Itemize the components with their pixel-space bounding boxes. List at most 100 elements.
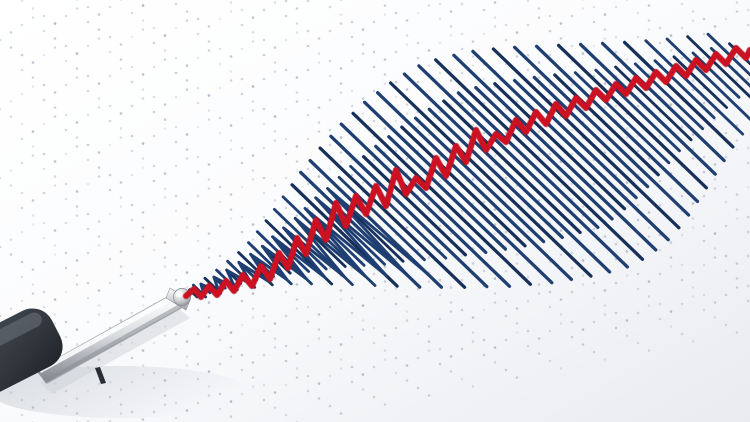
grid-dot	[76, 205, 79, 208]
grid-dot	[164, 34, 167, 37]
grid-dot	[538, 85, 541, 88]
grid-dot	[560, 298, 563, 301]
grid-dot	[175, 72, 178, 75]
grid-dot	[505, 231, 508, 234]
grid-dot	[373, 90, 376, 93]
grid-dot	[714, 301, 717, 304]
grid-dot	[582, 343, 585, 346]
grid-dot	[373, 120, 376, 123]
grid-dot	[120, 181, 123, 184]
grid-dot	[296, 31, 299, 34]
grid-dot	[54, 175, 57, 178]
grid-dot	[318, 175, 321, 178]
grid-dot	[285, 360, 288, 363]
grid-dot	[43, 261, 46, 264]
grid-dot	[98, 235, 101, 238]
grid-dot	[76, 214, 79, 217]
grid-dot	[54, 313, 57, 316]
grid-dot	[648, 349, 651, 352]
grid-dot	[747, 186, 750, 189]
grid-dot	[384, 403, 387, 406]
grid-dot	[340, 91, 343, 94]
grid-dot	[439, 348, 442, 351]
grid-dot	[274, 391, 277, 394]
grid-dot	[494, 16, 497, 19]
grid-dot	[461, 48, 464, 51]
grid-dot	[340, 82, 343, 85]
grid-dot	[472, 331, 475, 334]
grid-dot	[263, 39, 266, 42]
grid-dot	[703, 156, 706, 159]
grid-dot	[395, 96, 398, 99]
grid-dot	[329, 6, 332, 9]
grid-dot	[252, 307, 255, 310]
grid-dot	[527, 276, 530, 279]
grid-dot	[109, 312, 112, 315]
grid-dot	[747, 285, 750, 288]
grid-dot	[494, 277, 497, 280]
grid-dot	[186, 286, 189, 289]
grid-dot	[241, 93, 244, 96]
grid-dot	[65, 60, 68, 63]
grid-dot	[428, 4, 431, 7]
grid-dot	[153, 111, 156, 114]
grid-dot	[461, 33, 464, 36]
grid-dot	[21, 123, 24, 126]
grid-dot	[406, 103, 409, 106]
grid-dot	[10, 31, 13, 34]
grid-dot	[560, 367, 563, 370]
grid-dot	[219, 63, 222, 66]
grid-dot	[54, 91, 57, 94]
grid-dot	[461, 3, 464, 6]
grid-dot	[109, 144, 112, 147]
grid-dot	[87, 21, 90, 24]
grid-dot	[131, 105, 134, 108]
grid-dot	[54, 322, 57, 325]
grid-dot	[516, 307, 519, 310]
grid-dot	[681, 303, 684, 306]
grid-dot	[461, 348, 464, 351]
grid-dot	[384, 280, 387, 283]
grid-dot	[516, 253, 519, 256]
grid-dot	[175, 234, 178, 237]
grid-dot	[626, 274, 629, 277]
grid-dot	[362, 319, 365, 322]
grid-dot	[219, 225, 222, 228]
grid-dot	[98, 289, 101, 292]
grid-dot	[604, 151, 607, 154]
grid-dot	[142, 28, 145, 31]
grid-dot	[395, 288, 398, 291]
grid-dot	[208, 94, 211, 97]
grid-dot	[560, 22, 563, 25]
grid-dot	[142, 418, 145, 421]
grid-dot	[593, 21, 596, 24]
grid-dot	[208, 187, 211, 190]
grid-dot	[483, 78, 486, 81]
grid-dot	[54, 106, 57, 109]
grid-dot	[681, 126, 684, 129]
grid-dot	[109, 282, 112, 285]
grid-dot	[142, 142, 145, 145]
grid-dot	[197, 33, 200, 36]
grid-dot	[197, 309, 200, 312]
grid-dot	[10, 184, 13, 187]
grid-dot	[296, 298, 299, 301]
grid-dot	[527, 300, 530, 303]
grid-dot	[109, 120, 112, 123]
grid-dot	[692, 19, 695, 22]
grid-dot	[538, 16, 541, 19]
grid-dot	[692, 217, 695, 220]
grid-dot	[285, 345, 288, 348]
grid-dot	[472, 385, 475, 388]
grid-dot	[307, 183, 310, 186]
grid-dot	[307, 138, 310, 141]
grid-dot	[32, 268, 35, 271]
grid-dot	[142, 4, 145, 7]
grid-dot	[76, 67, 79, 70]
grid-dot	[725, 156, 728, 159]
grid-dot	[505, 270, 508, 273]
grid-dot	[252, 178, 255, 181]
grid-dot	[538, 7, 541, 10]
grid-dot	[186, 355, 189, 358]
grid-dot	[736, 217, 739, 220]
